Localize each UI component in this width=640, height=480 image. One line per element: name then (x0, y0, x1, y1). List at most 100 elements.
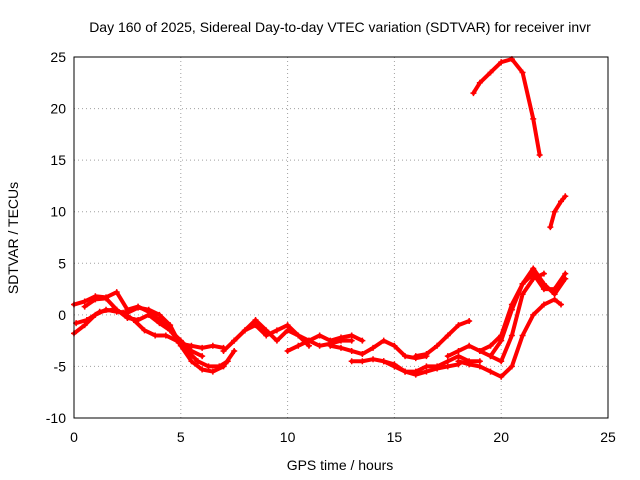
data-point (412, 353, 419, 360)
data-point (188, 342, 195, 349)
data-point (455, 353, 462, 360)
data-point (167, 327, 174, 334)
data-point (498, 373, 505, 380)
data-point (199, 366, 206, 373)
satellite-track-4 (81, 295, 206, 360)
data-point (455, 347, 462, 354)
data-point (348, 347, 355, 354)
satellite-track-18 (547, 193, 569, 231)
data-point (96, 308, 103, 315)
data-point (476, 363, 483, 370)
data-point (391, 361, 398, 368)
data-point (466, 342, 473, 349)
data-point (402, 368, 409, 375)
data-point (220, 347, 227, 354)
data-point (263, 332, 270, 339)
data-point (562, 270, 569, 277)
data-point (508, 306, 515, 313)
data-point (167, 322, 174, 329)
x-tick-label: 10 (280, 429, 296, 445)
data-point (124, 314, 131, 321)
data-point (92, 296, 99, 303)
data-point (508, 332, 515, 339)
satellite-track-7 (284, 337, 355, 354)
satellite-track-12 (412, 318, 473, 360)
data-point (519, 332, 526, 339)
data-point (273, 337, 280, 344)
data-point (113, 289, 120, 296)
data-point (470, 90, 477, 97)
data-point (370, 344, 377, 351)
y-tick-label: 15 (50, 152, 66, 168)
data-point (487, 69, 494, 76)
data-point (423, 368, 430, 375)
satellite-track-11 (380, 358, 462, 378)
data-point (558, 198, 565, 205)
data-point (530, 265, 537, 272)
data-point (188, 347, 195, 354)
series-line (471, 57, 542, 157)
data-point (380, 358, 387, 365)
data-point (81, 298, 88, 305)
satellite-track-14 (455, 296, 565, 380)
data-point (348, 332, 355, 339)
data-point (519, 69, 526, 76)
data-point (530, 115, 537, 122)
data-point (216, 363, 223, 370)
data-point (519, 280, 526, 287)
data-point (103, 295, 110, 302)
data-point (476, 358, 483, 365)
y-tick-label: 0 (58, 307, 66, 323)
data-point (530, 311, 537, 318)
data-point (209, 342, 216, 349)
data-point (224, 358, 231, 365)
data-point (316, 332, 323, 339)
data-point (83, 317, 90, 324)
data-point (263, 327, 270, 334)
data-point (540, 286, 547, 293)
data-point (444, 353, 451, 360)
data-point (273, 327, 280, 334)
data-point (81, 322, 88, 329)
data-point (348, 358, 355, 365)
x-tick-label: 15 (387, 429, 403, 445)
data-point (558, 301, 565, 308)
data-point (455, 358, 462, 365)
data-point (231, 347, 238, 354)
data-point (508, 363, 515, 370)
data-point (348, 337, 355, 344)
data-point (156, 320, 163, 327)
data-point (338, 334, 344, 341)
data-point (476, 347, 483, 354)
data-point (519, 291, 526, 298)
data-point (284, 347, 291, 354)
data-point (423, 351, 430, 358)
satellite-track-16 (487, 270, 569, 360)
data-point (81, 303, 88, 310)
y-tick-labels: -10 -5 0 5 10 15 20 25 (46, 49, 66, 426)
data-point (162, 332, 169, 339)
data-point (380, 337, 387, 344)
data-point (402, 353, 409, 360)
data-point (241, 327, 248, 334)
y-tick-label: 10 (50, 204, 66, 220)
x-tick-labels: 0 5 10 15 20 25 (70, 429, 616, 445)
data-point (359, 337, 366, 344)
data-point (295, 332, 302, 339)
grid (74, 57, 608, 418)
y-tick-label: -5 (54, 358, 67, 374)
data-point (152, 332, 159, 339)
data-point (284, 327, 291, 334)
data-point (551, 286, 558, 293)
data-point (498, 358, 505, 365)
data-point (536, 151, 543, 158)
data-point (145, 311, 152, 318)
data-point (498, 337, 505, 344)
data-point (209, 368, 216, 375)
x-tick-label: 20 (493, 429, 509, 445)
data-point (305, 342, 312, 349)
x-tick-label: 25 (600, 429, 616, 445)
data-point (145, 306, 152, 313)
satellite-track-9 (327, 337, 430, 362)
